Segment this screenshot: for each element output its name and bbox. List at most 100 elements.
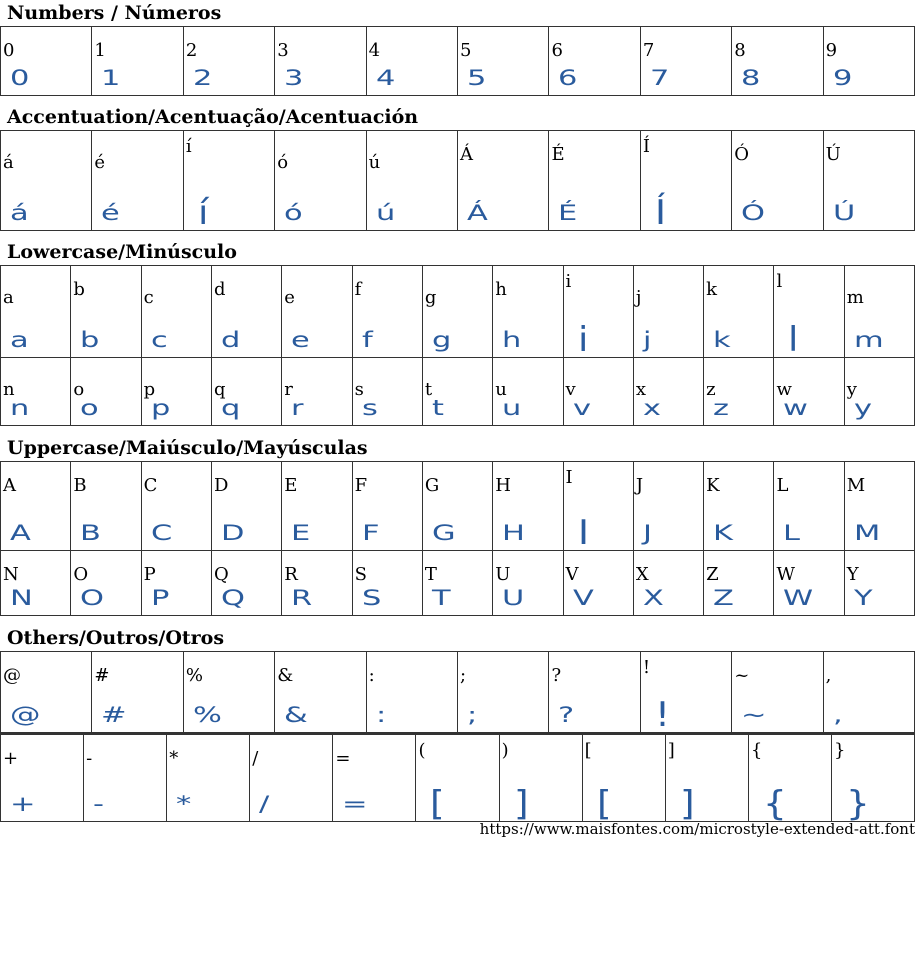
character-label: R bbox=[284, 564, 298, 585]
character-label: c bbox=[143, 287, 154, 308]
character-label: I bbox=[565, 467, 573, 488]
character-label: é bbox=[94, 152, 106, 173]
glyph-sample: U bbox=[502, 586, 525, 610]
character-label: # bbox=[94, 665, 110, 686]
glyph-sample: l bbox=[788, 320, 799, 357]
glyph-sample: Í bbox=[654, 193, 666, 230]
glyph-sample: é bbox=[101, 201, 121, 225]
glyph-cell: ;; bbox=[458, 652, 550, 732]
glyph-cell: ,, bbox=[824, 652, 916, 732]
glyph-sample: K bbox=[713, 521, 734, 545]
character-label: Í bbox=[642, 136, 650, 157]
character-label: O bbox=[73, 564, 89, 585]
glyph-sample: 7 bbox=[649, 66, 670, 90]
glyph-sample: W bbox=[783, 586, 814, 610]
glyph-sample: D bbox=[220, 521, 245, 545]
glyph-sample: G bbox=[431, 521, 456, 545]
character-label: = bbox=[335, 748, 351, 769]
glyph-sample: m bbox=[853, 328, 884, 352]
character-label: C bbox=[143, 475, 158, 496]
character-label: Ó bbox=[734, 144, 750, 165]
character-label: y bbox=[846, 379, 857, 400]
character-label: * bbox=[169, 748, 179, 769]
character-label: w bbox=[776, 379, 792, 400]
character-label: ú bbox=[368, 152, 381, 173]
glyph-sample: ú bbox=[375, 201, 395, 225]
glyph-sample: 3 bbox=[284, 66, 304, 90]
glyph-cell: {{ bbox=[749, 735, 832, 821]
glyph-sample: u bbox=[502, 396, 522, 420]
glyph-sample: ! bbox=[654, 695, 670, 732]
glyph-cell: ]] bbox=[666, 735, 749, 821]
character-label: Q bbox=[213, 564, 229, 585]
character-label: @ bbox=[3, 665, 21, 686]
glyph-sample: r bbox=[291, 396, 304, 420]
glyph-sample: z bbox=[713, 396, 730, 420]
character-label: D bbox=[213, 475, 229, 496]
character-label: : bbox=[368, 665, 375, 686]
glyph-sample: Y bbox=[853, 586, 873, 610]
glyph-sample: S bbox=[361, 586, 381, 610]
character-label: f bbox=[354, 279, 362, 300]
character-label: { bbox=[750, 740, 763, 761]
glyph-sample: á bbox=[10, 201, 29, 225]
glyph-sample: - bbox=[93, 792, 105, 816]
character-label: g bbox=[424, 287, 437, 308]
character-label: S bbox=[354, 564, 367, 585]
character-label: j bbox=[635, 287, 642, 308]
glyph-sample: 8 bbox=[741, 66, 761, 90]
glyph-sample: Ó bbox=[741, 201, 766, 225]
character-label: k bbox=[706, 279, 718, 300]
glyph-sample: k bbox=[713, 328, 731, 352]
glyph-sample: t bbox=[431, 396, 444, 420]
character-label: Y bbox=[846, 564, 859, 585]
glyph-sample: Á bbox=[467, 201, 488, 225]
glyph-sample: Ú bbox=[832, 201, 855, 225]
glyph-sample: h bbox=[502, 328, 522, 352]
glyph-sample: I bbox=[577, 513, 589, 550]
character-label: 0 bbox=[3, 40, 15, 61]
glyph-sample: ; bbox=[467, 703, 478, 727]
glyph-sample: / bbox=[259, 792, 270, 816]
glyph-row: + + - - * * / / = =([)][[]]{{}} bbox=[0, 733, 916, 822]
glyph-sample: , bbox=[832, 703, 843, 727]
glyph-sample: ó bbox=[284, 201, 303, 225]
character-label: K bbox=[706, 475, 720, 496]
character-label: 7 bbox=[642, 40, 655, 61]
glyph-sample: # bbox=[101, 703, 127, 727]
glyph-sample: 5 bbox=[467, 66, 487, 90]
character-label: P bbox=[143, 564, 156, 585]
